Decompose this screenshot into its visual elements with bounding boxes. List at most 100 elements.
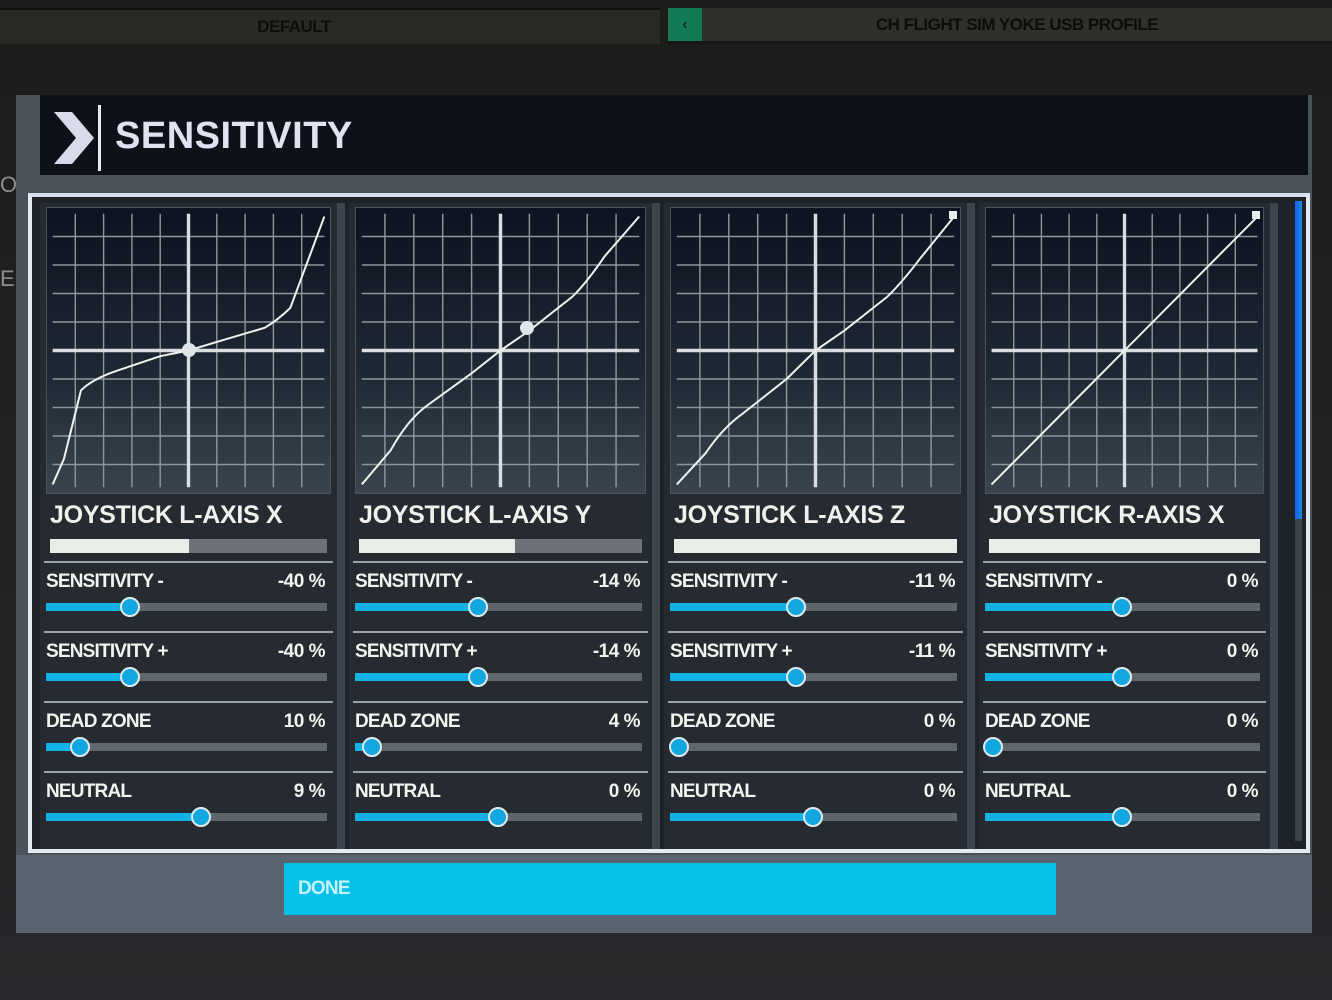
separator <box>44 701 333 703</box>
separator <box>667 771 963 773</box>
setting-value: 9 % <box>293 781 326 802</box>
setting-label: DEAD ZONE <box>984 711 1091 732</box>
sensitivity-minus-slider[interactable] <box>46 597 327 617</box>
setting-sensitivity-plus: SENSITIVITY + -11 % <box>668 633 959 703</box>
neutral-slider[interactable] <box>984 807 1260 827</box>
separator <box>982 771 1266 773</box>
sensitivity-minus-slider[interactable] <box>984 597 1260 617</box>
sensitivity-modal: SENSITIVITY <box>16 95 1312 933</box>
setting-label: DEAD ZONE <box>669 711 776 732</box>
separator <box>667 631 963 633</box>
modal-title: SENSITIVITY <box>115 115 353 157</box>
separator <box>982 701 1266 703</box>
profile-tab-default[interactable]: DEFAULT <box>0 8 660 44</box>
setting-value: 0 % <box>923 781 956 802</box>
setting-label: NEUTRAL <box>984 781 1071 802</box>
slider-thumb[interactable] <box>69 737 90 757</box>
setting-neutral: NEUTRAL 0 % <box>353 773 644 843</box>
neutral-slider[interactable] <box>669 807 957 827</box>
axis-panel: JOYSTICK L-AXIS X SENSITIVITY - -40 % SE… <box>40 203 345 849</box>
axis-title: JOYSTICK R-AXIS X <box>988 501 1225 529</box>
sensitivity-plus-slider[interactable] <box>46 667 327 687</box>
sensitivity-plus-slider[interactable] <box>355 667 642 687</box>
slider-thumb[interactable] <box>468 667 489 687</box>
setting-value: 0 % <box>923 711 956 732</box>
slider-thumb[interactable] <box>1112 667 1133 687</box>
setting-dead-zone: DEAD ZONE 0 % <box>983 703 1262 773</box>
separator <box>353 771 648 773</box>
horizontal-scrollbar[interactable] <box>1295 201 1302 841</box>
curve-chart <box>671 213 960 488</box>
curve-chart <box>986 213 1263 488</box>
setting-label: SENSITIVITY + <box>669 641 793 662</box>
separator <box>44 631 333 633</box>
neutral-slider[interactable] <box>46 807 327 827</box>
setting-label: NEUTRAL <box>355 781 441 802</box>
slider-thumb[interactable] <box>803 807 824 827</box>
axis-input-bar <box>359 539 642 553</box>
previous-profile-button[interactable]: ‹ <box>668 8 702 41</box>
slider-thumb[interactable] <box>488 807 509 827</box>
dead-zone-slider[interactable] <box>46 737 327 757</box>
setting-value: 0 % <box>1226 781 1259 802</box>
setting-label: SENSITIVITY - <box>355 571 473 592</box>
setting-dead-zone: DEAD ZONE 4 % <box>353 703 644 773</box>
done-button[interactable]: DONE <box>284 863 1056 915</box>
setting-sensitivity-plus: SENSITIVITY + 0 % <box>983 633 1262 703</box>
setting-label: SENSITIVITY - <box>669 571 788 592</box>
axis-panel: JOYSTICK L-AXIS Y SENSITIVITY - -14 % SE… <box>349 203 660 849</box>
slider-thumb[interactable] <box>190 807 211 827</box>
setting-label: DEAD ZONE <box>46 711 152 732</box>
setting-value: -14 % <box>592 571 641 592</box>
setting-label: NEUTRAL <box>669 781 756 802</box>
separator <box>982 631 1266 633</box>
axis-title: JOYSTICK L-AXIS X <box>50 501 283 529</box>
profile-tab-default-label: DEFAULT <box>257 17 331 36</box>
axis-title: JOYSTICK L-AXIS Y <box>359 501 591 529</box>
setting-label: SENSITIVITY - <box>46 571 164 592</box>
chevron-right-icon <box>54 112 94 164</box>
slider-thumb[interactable] <box>668 737 689 757</box>
sensitivity-plus-slider[interactable] <box>984 667 1260 687</box>
dead-zone-slider[interactable] <box>983 737 1260 757</box>
curve-chart <box>47 213 330 488</box>
slider-thumb[interactable] <box>786 597 807 617</box>
setting-sensitivity-plus: SENSITIVITY + -14 % <box>353 633 644 703</box>
profile-name: CH FLIGHT SIM YOKE USB PROFILE <box>875 14 1159 34</box>
sensitivity-minus-slider[interactable] <box>355 597 642 617</box>
curve-chart <box>356 213 645 488</box>
sensitivity-plus-slider[interactable] <box>669 667 957 687</box>
separator <box>44 771 333 773</box>
setting-value: -14 % <box>592 641 641 662</box>
setting-value: 0 % <box>1226 571 1259 592</box>
scrollbar-thumb[interactable] <box>1295 201 1302 519</box>
header-divider <box>98 105 101 171</box>
neutral-slider[interactable] <box>355 807 642 827</box>
response-curve-graph <box>46 207 331 494</box>
separator <box>353 701 648 703</box>
slider-thumb[interactable] <box>362 737 383 757</box>
axis-input-bar <box>673 539 957 553</box>
dead-zone-slider[interactable] <box>668 737 957 757</box>
slider-thumb[interactable] <box>468 597 489 617</box>
response-curve-graph <box>984 207 1264 494</box>
setting-neutral: NEUTRAL 9 % <box>44 773 329 843</box>
slider-thumb[interactable] <box>1112 597 1133 617</box>
sensitivity-minus-slider[interactable] <box>669 597 957 617</box>
response-curve-graph <box>669 207 961 494</box>
dead-zone-slider[interactable] <box>355 737 642 757</box>
setting-label: SENSITIVITY + <box>46 641 169 662</box>
setting-sensitivity-minus: SENSITIVITY - 0 % <box>983 563 1262 633</box>
slider-thumb[interactable] <box>1112 807 1133 827</box>
profile-selector[interactable]: ‹ CH FLIGHT SIM YOKE USB PROFILE <box>668 8 1332 44</box>
setting-neutral: NEUTRAL 0 % <box>668 773 959 843</box>
slider-thumb[interactable] <box>120 667 141 687</box>
modal-header: SENSITIVITY <box>40 95 1308 175</box>
setting-value: -11 % <box>908 571 956 592</box>
background-topbar: DEFAULT ‹ CH FLIGHT SIM YOKE USB PROFILE <box>0 0 1332 48</box>
setting-value: 0 % <box>1226 641 1259 662</box>
slider-thumb[interactable] <box>786 667 807 687</box>
slider-thumb[interactable] <box>983 737 1004 757</box>
setting-sensitivity-minus: SENSITIVITY - -11 % <box>668 563 959 633</box>
slider-thumb[interactable] <box>120 597 141 617</box>
